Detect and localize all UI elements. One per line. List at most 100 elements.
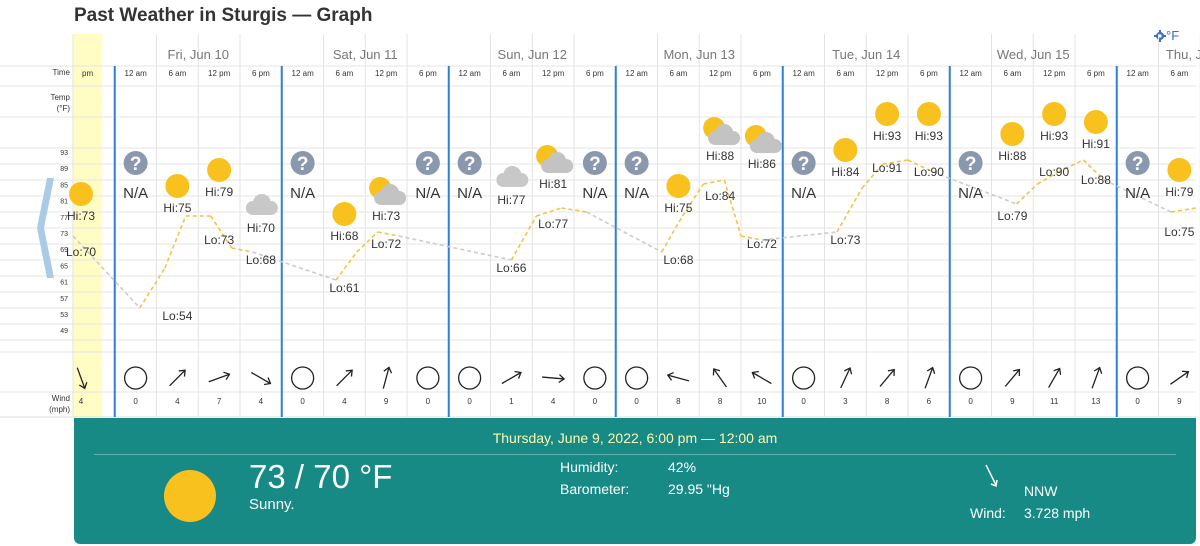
hi-temp-label: Hi:79 <box>1165 185 1193 199</box>
time-label: 12 am <box>292 69 315 78</box>
temp-curve-segment <box>681 183 705 217</box>
arrow-head <box>345 369 353 377</box>
hi-temp-label: Hi:75 <box>163 201 191 215</box>
wind-speed-value: 6 <box>927 397 932 406</box>
arrow-head <box>178 369 186 377</box>
temp-curve-segment <box>660 215 684 253</box>
unknown-weather-icon: ? <box>958 151 983 175</box>
wind-arrow-icon <box>840 367 853 389</box>
cloud-shape <box>503 180 522 187</box>
wind-speed-value: 7 <box>217 397 222 406</box>
temp-curve-segment <box>882 159 909 165</box>
wind-speed-value: 1 <box>509 397 514 406</box>
temp-unit-label: (°F) <box>57 104 71 113</box>
hi-temp-label: Hi:93 <box>1040 129 1068 143</box>
na-label: N/A <box>958 185 983 202</box>
hi-temp-label: Hi:93 <box>873 129 901 143</box>
unknown-weather-circle <box>457 151 482 175</box>
time-label: 12 pm <box>542 69 565 78</box>
unknown-weather-circle <box>791 151 816 175</box>
sun-icon <box>916 102 941 126</box>
temp-gap-segment <box>586 211 663 253</box>
unknown-weather-icon: ? <box>582 151 607 175</box>
na-label: N/A <box>582 185 607 202</box>
temp-scale-tick: 89 <box>60 166 68 173</box>
wind-arrow-icon <box>542 374 566 384</box>
wind-speed-value: 0 <box>426 397 431 406</box>
temp-curve-segment <box>356 231 379 253</box>
wind-speed-value: 0 <box>593 397 598 406</box>
summary-panel: Thursday, June 9, 2022, 6:00 pm — 12:00 … <box>74 418 1196 544</box>
day-label: Sun, Jun 12 <box>498 47 567 62</box>
arrow-shaft <box>1091 367 1101 389</box>
unknown-weather-icon: ? <box>457 151 482 175</box>
arrow-shaft <box>76 367 86 389</box>
arrow-head <box>263 377 272 386</box>
wind-speed-value: 4 <box>175 397 180 406</box>
sun-icon <box>164 470 216 522</box>
arrow-shaft <box>1004 369 1020 387</box>
wind-speed-value: 13 <box>1091 397 1100 406</box>
question-mark: ? <box>965 154 977 175</box>
wind-arrow-icon <box>1004 368 1021 387</box>
arrow-head <box>751 370 759 379</box>
summary-description: Sunny. <box>249 496 295 513</box>
scroll-left-button[interactable] <box>37 178 54 278</box>
question-mark: ? <box>798 154 810 175</box>
time-label: 6 pm <box>753 69 771 78</box>
lo-temp-label: Lo:68 <box>663 253 693 267</box>
temp-scale-tick: 73 <box>60 231 68 238</box>
barometer-label: Barometer: <box>560 481 630 497</box>
temp-scale-tick: 49 <box>60 328 68 335</box>
arrow-shaft <box>1048 368 1061 388</box>
hi-temp-label: Hi:91 <box>1082 137 1110 151</box>
na-label: N/A <box>123 185 148 202</box>
time-label: 6 am <box>1170 69 1188 78</box>
time-label: 12 pm <box>876 69 899 78</box>
temp-curve-segment <box>377 231 399 237</box>
temp-scale-tick: 81 <box>60 199 68 206</box>
unknown-weather-icon: ? <box>290 151 315 175</box>
na-label: N/A <box>290 185 315 202</box>
cloud-icon <box>245 194 278 215</box>
unknown-weather-circle <box>415 151 440 175</box>
unknown-weather-circle <box>290 151 315 175</box>
temp-curve-segment <box>561 207 587 213</box>
hi-temp-label: Hi:77 <box>497 193 525 207</box>
calm-wind-icon <box>416 366 440 390</box>
arrow-head <box>926 366 936 374</box>
summary-divider <box>94 454 1176 455</box>
time-label: 6 pm <box>1087 69 1105 78</box>
cloud-shape <box>381 198 400 205</box>
unknown-weather-icon: ? <box>624 151 649 175</box>
wind-speed-value: 10 <box>757 397 766 406</box>
arrow-head <box>666 371 674 381</box>
time-label: 12 am <box>459 69 482 78</box>
arrow-shaft <box>879 369 895 387</box>
calm-wind-icon <box>958 366 983 390</box>
na-label: N/A <box>457 185 482 202</box>
temp-curve-segment <box>164 215 187 269</box>
sun-icon <box>69 182 93 206</box>
selected-period[interactable] <box>73 34 103 417</box>
arrow-shaft <box>382 367 390 389</box>
time-label: 6 pm <box>586 69 604 78</box>
temp-curve-segment <box>210 215 233 249</box>
time-label: 12 am <box>793 69 816 78</box>
unknown-weather-icon: ? <box>123 151 148 175</box>
arrow-head <box>223 371 231 381</box>
unknown-weather-icon: ? <box>791 151 816 175</box>
wind-arrow-icon <box>879 368 895 387</box>
temp-curve-segment <box>335 251 358 281</box>
wind-arrow-icon <box>382 366 393 389</box>
sun-icon <box>1042 102 1067 126</box>
wind-arrow-icon <box>924 366 936 389</box>
summary-temperature: 73 / 70 °F <box>249 458 393 495</box>
calm-wind-icon <box>624 366 649 390</box>
wind-speed-value: 8 <box>718 397 723 406</box>
temp-scale-tick: 93 <box>60 150 68 157</box>
wind-arrow-icon <box>666 371 690 382</box>
hi-temp-label: Hi:79 <box>205 185 233 199</box>
time-label: pm <box>82 69 93 78</box>
sun-icon <box>207 158 232 182</box>
